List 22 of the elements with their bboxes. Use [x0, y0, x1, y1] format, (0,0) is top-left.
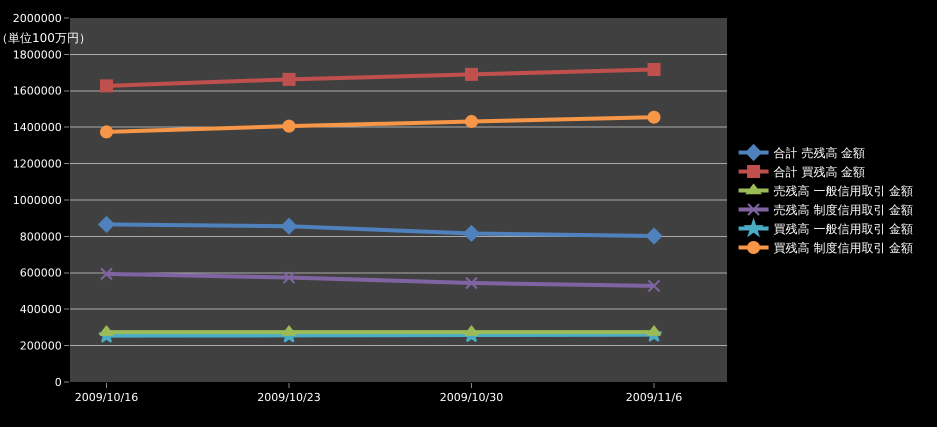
y-tick-label: 1000000	[12, 194, 62, 207]
x-tick-label: 2009/10/30	[440, 391, 504, 404]
y-tick-label: 2000000	[12, 12, 62, 25]
annotation: （単位100万円）	[0, 31, 91, 45]
legend-label: 買残高 制度信用取引 金額	[774, 241, 914, 256]
y-tick-label: 800000	[20, 230, 62, 244]
y-tick-label: 200000	[20, 339, 62, 352]
x-tick-label: 2009/11/6	[626, 391, 682, 404]
y-tick-label: 0	[54, 376, 62, 389]
legend-label: 買残高 一般信用取引 金額	[774, 222, 914, 236]
y-tick-label: 600000	[20, 266, 62, 280]
legend-label: 合計 買残高 金額	[774, 165, 866, 180]
legend-label: 売残高 一般信用取引 金額	[774, 184, 914, 198]
y-tick-label: 1800000	[12, 48, 62, 62]
legend-label: 売残高 制度信用取引 金額	[774, 203, 914, 218]
x-tick-label: 2009/10/23	[257, 391, 321, 404]
y-tick-label: 400000	[20, 303, 62, 316]
y-tick-label: 1400000	[12, 121, 62, 134]
y-tick-label: 1200000	[12, 157, 62, 170]
x-tick-label: 2009/10/16	[74, 391, 138, 404]
legend-label: 合計 売残高 金額	[774, 146, 866, 160]
y-tick-label: 1600000	[12, 84, 62, 98]
